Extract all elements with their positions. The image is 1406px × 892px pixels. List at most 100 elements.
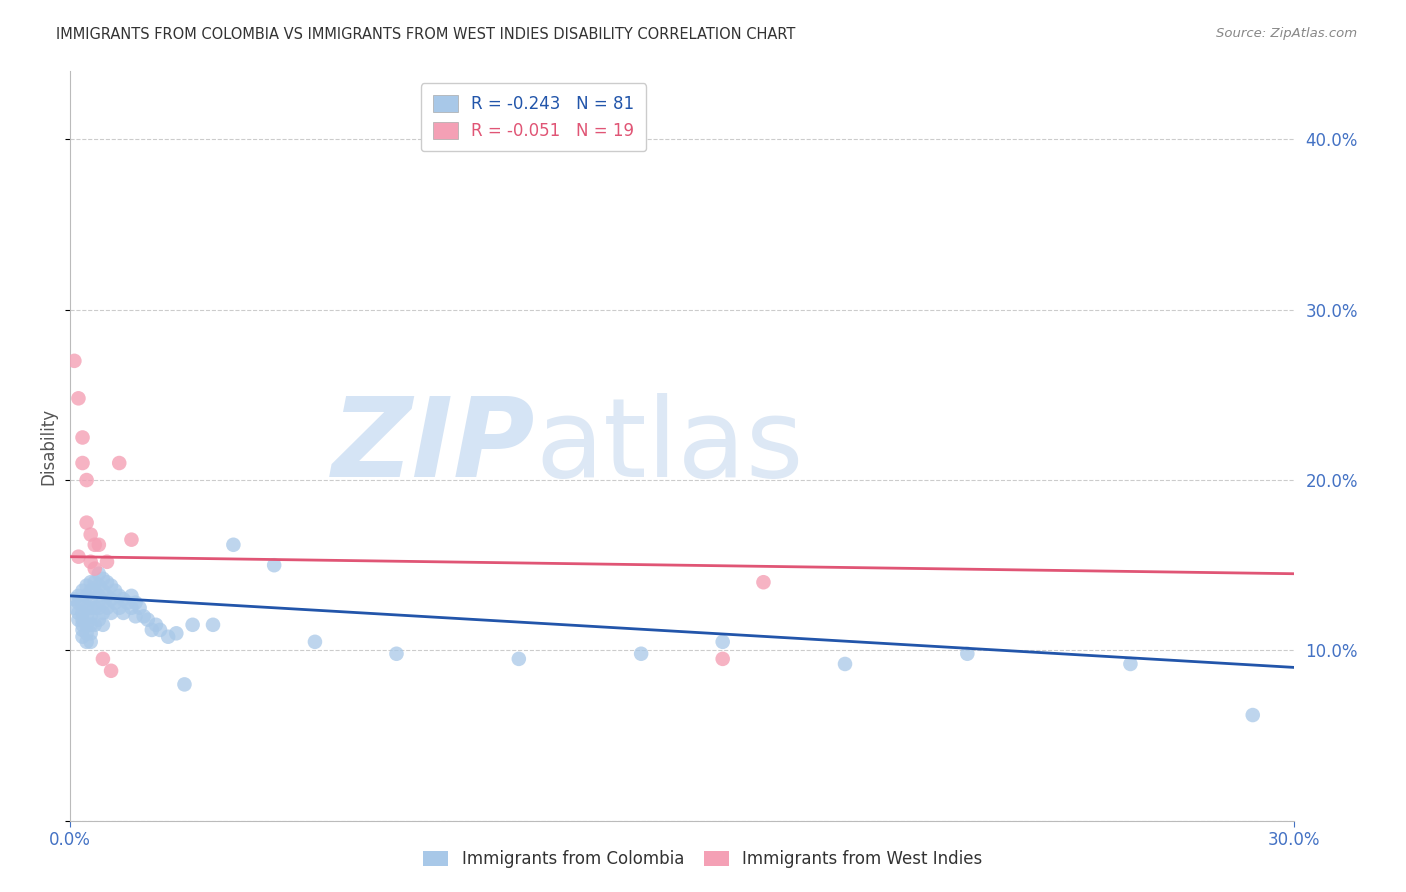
- Point: [104, 596, 127, 610]
- Point: [100, 592, 122, 607]
- Point: [79, 600, 103, 615]
- Point: [72, 617, 94, 632]
- Point: [157, 630, 180, 644]
- Point: [91, 583, 114, 598]
- Point: [79, 635, 103, 649]
- Point: [79, 527, 103, 541]
- Point: [385, 647, 408, 661]
- Point: [63, 592, 86, 607]
- Text: Source: ZipAtlas.com: Source: ZipAtlas.com: [1216, 27, 1357, 40]
- Point: [72, 456, 94, 470]
- Point: [100, 664, 122, 678]
- Point: [711, 635, 734, 649]
- Point: [87, 538, 110, 552]
- Point: [136, 613, 159, 627]
- Point: [79, 575, 103, 590]
- Point: [79, 626, 103, 640]
- Point: [76, 635, 98, 649]
- Point: [72, 583, 94, 598]
- Point: [96, 589, 118, 603]
- Point: [76, 516, 98, 530]
- Text: ZIP: ZIP: [332, 392, 536, 500]
- Point: [91, 652, 114, 666]
- Point: [76, 626, 98, 640]
- Point: [87, 566, 110, 581]
- Point: [72, 613, 94, 627]
- Point: [67, 549, 90, 564]
- Point: [96, 575, 118, 590]
- Point: [112, 592, 135, 607]
- Point: [104, 583, 127, 598]
- Point: [112, 606, 135, 620]
- Point: [304, 635, 326, 649]
- Point: [121, 533, 143, 547]
- Point: [121, 589, 143, 603]
- Point: [72, 430, 94, 444]
- Point: [79, 609, 103, 624]
- Point: [100, 579, 122, 593]
- Point: [79, 583, 103, 598]
- Point: [72, 606, 94, 620]
- Point: [752, 575, 775, 590]
- Point: [76, 579, 98, 593]
- Point: [96, 555, 118, 569]
- Point: [91, 617, 114, 632]
- Point: [124, 596, 146, 610]
- Point: [117, 596, 139, 610]
- Point: [76, 609, 98, 624]
- Point: [956, 647, 979, 661]
- Point: [83, 600, 105, 615]
- Point: [222, 538, 245, 552]
- Point: [79, 617, 103, 632]
- Point: [263, 558, 285, 573]
- Point: [72, 630, 94, 644]
- Text: atlas: atlas: [536, 392, 804, 500]
- Point: [83, 575, 105, 590]
- Point: [72, 623, 94, 637]
- Point: [87, 600, 110, 615]
- Point: [181, 617, 204, 632]
- Point: [96, 600, 118, 615]
- Point: [83, 617, 105, 632]
- Point: [67, 606, 90, 620]
- Y-axis label: Disability: Disability: [39, 408, 58, 484]
- Point: [108, 600, 131, 615]
- Point: [141, 623, 163, 637]
- Point: [83, 583, 105, 598]
- Legend: R = -0.243   N = 81, R = -0.051   N = 19: R = -0.243 N = 81, R = -0.051 N = 19: [422, 84, 645, 152]
- Point: [76, 600, 98, 615]
- Point: [834, 657, 856, 671]
- Point: [100, 606, 122, 620]
- Point: [63, 600, 86, 615]
- Point: [132, 609, 155, 624]
- Point: [83, 561, 105, 575]
- Point: [128, 600, 150, 615]
- Point: [83, 538, 105, 552]
- Point: [67, 392, 90, 406]
- Point: [76, 473, 98, 487]
- Point: [165, 626, 187, 640]
- Point: [508, 652, 530, 666]
- Point: [108, 589, 131, 603]
- Point: [63, 354, 86, 368]
- Point: [202, 617, 225, 632]
- Point: [79, 555, 103, 569]
- Point: [76, 617, 98, 632]
- Point: [67, 613, 90, 627]
- Point: [173, 677, 195, 691]
- Point: [630, 647, 652, 661]
- Point: [67, 596, 90, 610]
- Point: [87, 613, 110, 627]
- Point: [108, 456, 131, 470]
- Point: [79, 592, 103, 607]
- Point: [91, 606, 114, 620]
- Point: [76, 589, 98, 603]
- Point: [91, 596, 114, 610]
- Point: [67, 589, 90, 603]
- Point: [1119, 657, 1142, 671]
- Point: [124, 609, 146, 624]
- Point: [87, 589, 110, 603]
- Point: [711, 652, 734, 666]
- Point: [87, 579, 110, 593]
- Point: [121, 600, 143, 615]
